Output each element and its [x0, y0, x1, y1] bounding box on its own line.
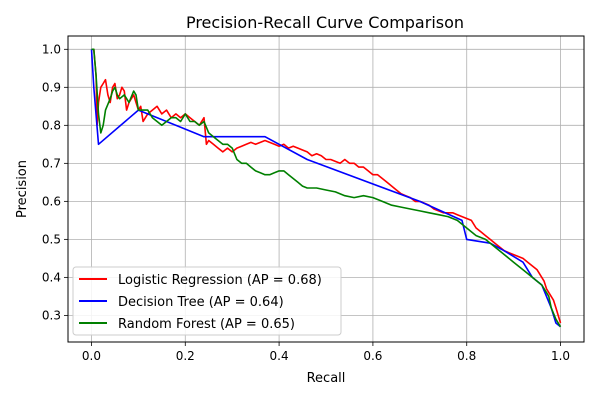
x-tick-label: 1.0 — [551, 349, 570, 363]
x-tick-label: 0.4 — [270, 349, 289, 363]
y-axis-label: Precision — [15, 160, 30, 218]
x-tick-label: 0.6 — [363, 349, 382, 363]
y-tick-label: 0.8 — [42, 118, 61, 132]
y-tick-label: 0.3 — [42, 308, 61, 322]
y-tick-label: 1.0 — [42, 42, 61, 56]
y-tick-label: 0.7 — [42, 156, 61, 170]
legend-label-random-forest: Random Forest (AP = 0.65) — [118, 317, 295, 332]
plot-area — [67, 35, 585, 343]
y-tick-label: 0.5 — [42, 232, 61, 246]
grid-lines — [68, 36, 584, 342]
series-lines — [90, 48, 562, 328]
x-tick-label: 0.0 — [82, 349, 101, 363]
legend: Logistic Regression (AP = 0.68) Decision … — [72, 266, 342, 336]
y-tick-label: 0.4 — [42, 270, 61, 284]
x-axis-ticks: 0.0 0.2 0.4 0.6 0.8 1.0 — [82, 342, 570, 363]
y-tick-label: 0.6 — [42, 194, 61, 208]
y-axis-ticks: 0.3 0.4 0.5 0.6 0.7 0.8 0.9 1.0 — [42, 42, 68, 322]
x-axis-label: Recall — [307, 371, 346, 386]
random-forest-curve — [91, 48, 562, 328]
x-tick-label: 0.8 — [457, 349, 476, 363]
legend-label-logistic-regression: Logistic Regression (AP = 0.68) — [118, 273, 322, 288]
logistic-regression-curve — [91, 48, 562, 324]
legend-label-decision-tree: Decision Tree (AP = 0.64) — [118, 295, 284, 310]
legend-box — [72, 266, 342, 336]
chart-title: Precision-Recall Curve Comparison — [186, 13, 464, 32]
x-tick-label: 0.2 — [176, 349, 195, 363]
plot-frame — [67, 35, 585, 343]
y-tick-label: 0.9 — [42, 80, 61, 94]
